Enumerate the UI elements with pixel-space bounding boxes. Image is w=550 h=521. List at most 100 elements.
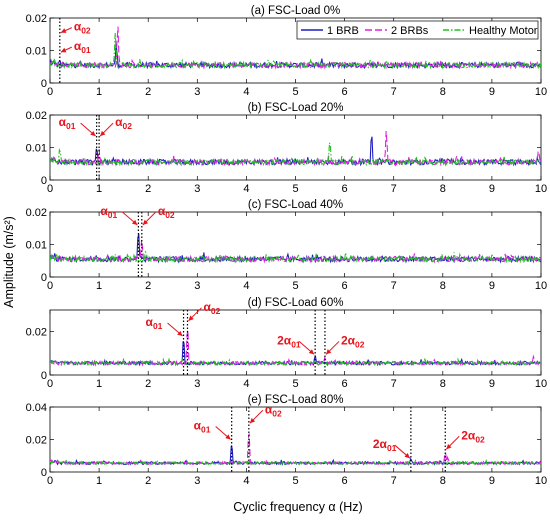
x-tick-label: 10 bbox=[535, 86, 547, 98]
x-tick-label: 5 bbox=[292, 378, 298, 390]
annotation-subscript: 01 bbox=[66, 121, 76, 131]
x-tick-label: 9 bbox=[489, 86, 495, 98]
annotation-label: α01 bbox=[100, 204, 117, 220]
x-tick-label: 8 bbox=[440, 86, 446, 98]
annotation-subscript: 02 bbox=[355, 339, 365, 349]
annotation-subscript: 01 bbox=[108, 210, 118, 220]
series-line-2-brbs bbox=[50, 130, 541, 167]
x-tick-label: 3 bbox=[194, 475, 200, 487]
x-tick-label: 2 bbox=[145, 86, 151, 98]
x-tick-label: 9 bbox=[489, 378, 495, 390]
y-tick-label: 0.02 bbox=[26, 110, 47, 122]
y-tick-label: 0 bbox=[41, 272, 47, 284]
x-tick-label: 0 bbox=[47, 378, 53, 390]
x-tick-label: 0 bbox=[47, 475, 53, 487]
annotation-label: α01 bbox=[146, 315, 163, 331]
x-tick-label: 10 bbox=[535, 475, 547, 487]
x-tick-label: 9 bbox=[489, 183, 495, 195]
annotation-symbol: α bbox=[59, 115, 67, 129]
legend-entry: Healthy Motor bbox=[469, 25, 538, 37]
x-tick-label: 5 bbox=[292, 86, 298, 98]
annotation-subscript: 01 bbox=[201, 425, 211, 435]
annotation-subscript: 01 bbox=[81, 45, 91, 55]
panel-title: (d) FSC-Load 60% bbox=[248, 297, 344, 309]
panel-3: (d) FSC-Load 60%0 1 2 3 4 5 6 7 8 9 1000.02α01α022… bbox=[26, 297, 548, 390]
panel-4: (e) FSC-Load 80%0 1 2 3 4 5 6 7 8 9 1000.020.04α01… bbox=[26, 394, 548, 487]
annotation-arrowhead bbox=[249, 417, 256, 424]
annotation-arrowhead bbox=[100, 130, 106, 137]
annotation-subscript: 01 bbox=[291, 339, 301, 349]
x-tick-label: 4 bbox=[243, 475, 249, 487]
annotation-label: α01 bbox=[74, 39, 91, 55]
y-tick-label: 0.02 bbox=[26, 327, 47, 339]
x-tick-label: 0 bbox=[47, 280, 53, 292]
x-tick-label: 0 bbox=[47, 86, 53, 98]
legend-entry: 2 BRBs bbox=[391, 25, 429, 37]
annotation-symbol: α bbox=[146, 315, 154, 329]
annotation-subscript: 02 bbox=[475, 434, 485, 444]
panel-title: (c) FSC-Load 40% bbox=[248, 199, 343, 211]
series-line-healthy-motor bbox=[50, 250, 541, 264]
x-tick-label: 2 bbox=[145, 475, 151, 487]
y-tick-label: 0 bbox=[41, 370, 47, 382]
annotation-label: α01 bbox=[194, 419, 211, 435]
y-tick-label: 0 bbox=[41, 467, 47, 479]
annotation-symbol: α bbox=[74, 20, 82, 34]
annotation-arrowhead bbox=[325, 349, 332, 355]
x-axis-label: Cyclic frequency α (Hz) bbox=[233, 500, 362, 514]
y-tick-label: 0.01 bbox=[26, 46, 47, 58]
annotation-symbol: 2α bbox=[373, 437, 388, 451]
x-tick-label: 1 bbox=[96, 475, 102, 487]
annotation-arrowhead bbox=[142, 219, 149, 225]
annotation-label: α02 bbox=[265, 402, 282, 418]
series-line-healthy-motor bbox=[50, 142, 541, 167]
annotation-label: α02 bbox=[115, 115, 132, 131]
x-tick-label: 8 bbox=[440, 378, 446, 390]
annotation-arrowhead bbox=[308, 349, 315, 355]
annotation-symbol: α bbox=[115, 115, 123, 129]
annotation-symbol: α bbox=[265, 402, 273, 416]
y-tick-label: 0.01 bbox=[26, 143, 47, 155]
annotation-symbol: 2α bbox=[341, 333, 356, 347]
panel-title: (e) FSC-Load 80% bbox=[248, 394, 344, 406]
y-tick-label: 0.01 bbox=[26, 240, 47, 252]
annotation-subscript: 01 bbox=[153, 321, 163, 331]
panel-0: (a) FSC-Load 0%0 1 2 3 4 5 6 7 8 9 1000.010.02α02α… bbox=[26, 5, 548, 98]
annotation-subscript: 02 bbox=[165, 210, 175, 220]
x-tick-label: 0 bbox=[47, 183, 53, 195]
annotation-symbol: α bbox=[158, 204, 166, 218]
x-tick-label: 8 bbox=[440, 183, 446, 195]
annotation-subscript: 02 bbox=[122, 121, 132, 131]
annotation-label: α02 bbox=[203, 300, 220, 316]
x-tick-label: 4 bbox=[243, 86, 249, 98]
x-tick-label: 7 bbox=[391, 475, 397, 487]
panels: (a) FSC-Load 0%0 1 2 3 4 5 6 7 8 9 1000.010.02α02α… bbox=[26, 5, 548, 487]
annotation-subscript: 02 bbox=[211, 306, 221, 316]
annotation-label: 2α02 bbox=[461, 428, 485, 444]
annotation-label: α02 bbox=[158, 204, 175, 220]
annotation-symbol: α bbox=[194, 419, 202, 433]
x-tick-label: 6 bbox=[342, 183, 348, 195]
x-tick-label: 9 bbox=[489, 475, 495, 487]
series-group bbox=[50, 26, 541, 70]
annotation-subscript: 02 bbox=[81, 26, 91, 36]
y-tick-label: 0 bbox=[41, 175, 47, 187]
series-group bbox=[50, 233, 541, 264]
annotation-label: α02 bbox=[74, 20, 91, 36]
x-tick-label: 1 bbox=[96, 280, 102, 292]
legend-entry: 1 BRB bbox=[327, 25, 359, 37]
x-tick-label: 5 bbox=[292, 280, 298, 292]
x-tick-label: 7 bbox=[391, 378, 397, 390]
x-tick-label: 4 bbox=[243, 378, 249, 390]
annotation-arrowhead bbox=[131, 219, 138, 225]
x-tick-label: 10 bbox=[535, 378, 547, 390]
series-line-healthy-motor bbox=[50, 357, 541, 367]
x-tick-label: 4 bbox=[243, 183, 249, 195]
x-tick-label: 7 bbox=[391, 183, 397, 195]
x-tick-label: 6 bbox=[342, 86, 348, 98]
y-tick-label: 0.02 bbox=[26, 207, 47, 219]
panel-title: (a) FSC-Load 0% bbox=[251, 5, 340, 17]
x-tick-label: 6 bbox=[342, 475, 348, 487]
